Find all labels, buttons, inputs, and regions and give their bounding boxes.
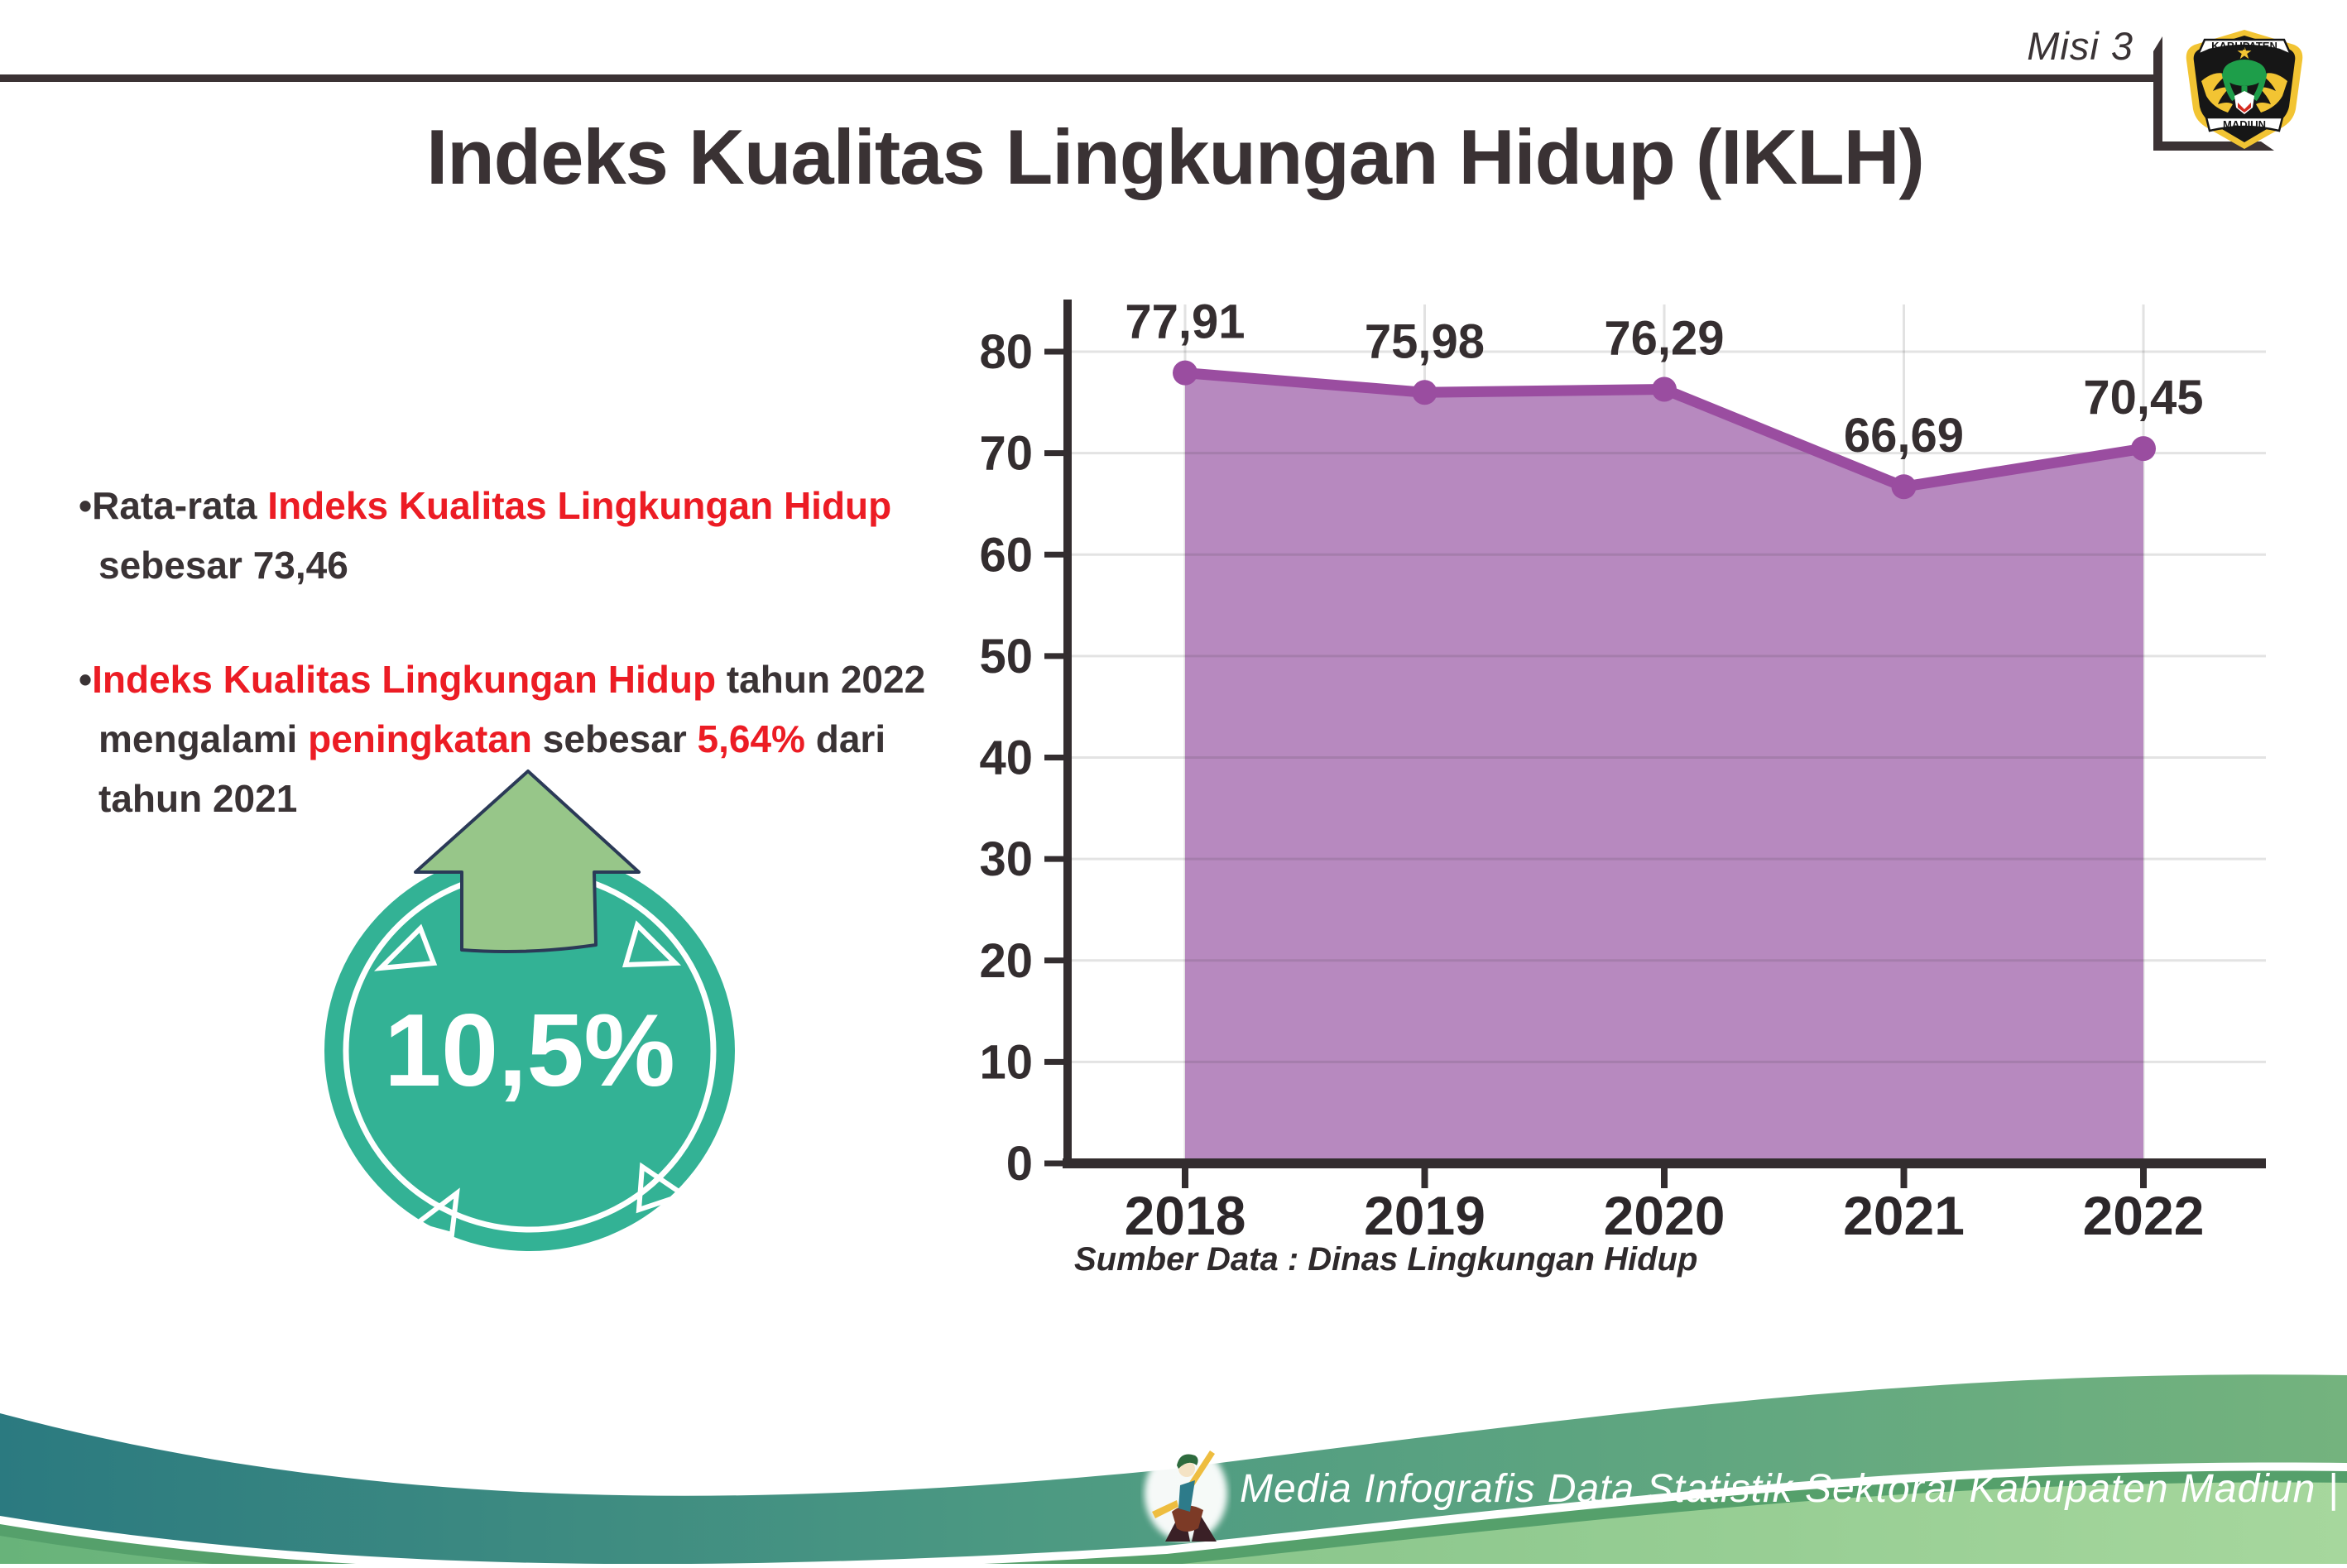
mascot-icon — [1140, 1436, 1231, 1543]
sparkle-triangle-icon — [410, 1187, 460, 1238]
y-tick-label: 50 — [979, 630, 1033, 683]
bullet-text-segment: •Rata-rata — [79, 484, 268, 527]
mascot-figure-icon — [1145, 1446, 1227, 1542]
data-point — [1173, 360, 1197, 386]
y-tick-label: 20 — [979, 934, 1033, 988]
kabupaten-madiun-logo: ★ KABUPATEN MADIUN — [2170, 22, 2319, 152]
bullet-text-segment-red: Indeks Kualitas Lingkungan Hidup — [92, 658, 717, 701]
bullet-iklh-increase: •Indeks Kualitas Lingkungan Hidup tahun … — [79, 650, 939, 828]
bullet-text-segment: sebesar — [532, 717, 698, 760]
footer-caption: Media Infografis Data Statistik Sektoral… — [1240, 1467, 2340, 1511]
mascot-raised-arm — [1188, 1451, 1215, 1487]
crest-star-icon: ★ — [2236, 42, 2253, 63]
crest-bottom-ribbon-text: MADIUN — [2223, 118, 2266, 131]
bullet-text-segment-red: Indeks Kualitas Lingkungan Hidup — [267, 484, 892, 527]
bullet-average-iklh: •Rata-rata Indeks Kualitas Lingkungan Hi… — [79, 476, 939, 595]
sparkle-triangle-icon — [373, 923, 438, 971]
bullet-text-segment: sebesar 73,46 — [98, 544, 348, 587]
data-point — [1891, 474, 1917, 500]
y-tick-label: 70 — [979, 427, 1033, 481]
x-tick-label: 2019 — [1364, 1185, 1485, 1246]
data-value-label: 66,69 — [1844, 409, 1964, 463]
y-tick-label: 80 — [979, 325, 1033, 379]
header-rule — [0, 74, 2158, 82]
data-value-label: 70,45 — [2083, 371, 2203, 424]
area-fill — [1185, 372, 2143, 1163]
mascot-skirt — [1172, 1505, 1203, 1532]
increase-badge: 10,5% — [314, 761, 745, 1274]
bullet-text-segment: • — [79, 658, 93, 701]
badge-value: 10,5% — [384, 994, 675, 1108]
x-tick-label: 2021 — [1843, 1185, 1965, 1246]
bullet-text-segment-red: peningkatan — [308, 717, 533, 760]
sparkle-triangle-icon — [636, 1162, 689, 1214]
y-tick-label: 10 — [979, 1035, 1033, 1089]
mascot-cap — [1177, 1454, 1198, 1469]
crest-bottom-ribbon — [2205, 116, 2284, 132]
crest-top-ribbon — [2196, 38, 2293, 57]
summary-bullets: •Rata-rata Indeks Kualitas Lingkungan Hi… — [79, 476, 939, 883]
bullet-text-segment-red: 5,64% — [697, 717, 805, 760]
footer-base-wave — [0, 1482, 2347, 1568]
x-tick-label: 2020 — [1604, 1185, 1725, 1246]
iklh-chart-canvas: 77,91 75,98 76,29 66,69 70,45 0 10 20 30 40 50 60 70… — [979, 295, 2266, 1246]
chart-source-note: Sumber Data : Dinas Lingkungan Hidup — [1074, 1241, 1698, 1278]
page-title: Indeks Kualitas Lingkungan Hidup (IKLH) — [426, 113, 1925, 200]
x-tick-label: 2018 — [1125, 1185, 1246, 1246]
up-arrow-icon — [414, 770, 641, 953]
y-tick-label: 30 — [979, 832, 1033, 886]
crest-tree-canopy — [2223, 60, 2266, 86]
logo-frame-horizontal — [2153, 141, 2274, 151]
bullet-text-segment: dari tahun 2021 — [98, 717, 886, 820]
logo-frame-vertical — [2153, 36, 2162, 151]
y-tick-label: 40 — [979, 731, 1033, 785]
x-tick-label: 2022 — [2083, 1185, 2205, 1246]
y-tick-label: 60 — [979, 528, 1033, 582]
misi-label: Misi 3 — [2027, 24, 2133, 68]
mascot-torso — [1178, 1480, 1195, 1512]
kabupaten-madiun-crest-icon: ★ KABUPATEN MADIUN — [2186, 30, 2303, 149]
increase-badge-graphic: 10,5% — [324, 770, 735, 1251]
crest-right-wing-icon — [2256, 73, 2287, 113]
data-value-label: 77,91 — [1125, 295, 1245, 349]
data-point — [1412, 380, 1437, 405]
bullet-text-segment: tahun 2022 mengalami — [98, 658, 926, 760]
sparkle-triangle-icon — [622, 920, 682, 968]
crest-left-wing-icon — [2201, 73, 2233, 113]
data-point — [1652, 376, 1677, 402]
mascot-side-arm — [1152, 1500, 1178, 1518]
data-value-label: 75,98 — [1365, 314, 1485, 368]
y-tick-label: 0 — [1006, 1137, 1033, 1191]
data-point — [2131, 436, 2156, 462]
crest-top-ribbon-text: KABUPATEN — [2211, 40, 2277, 52]
crest-center-chevron — [2238, 103, 2251, 113]
iklh-area-chart: 77,91 75,98 76,29 66,69 70,45 0 10 20 30 40 50 60 70… — [960, 290, 2309, 1316]
data-value-label: 76,29 — [1604, 311, 1724, 365]
